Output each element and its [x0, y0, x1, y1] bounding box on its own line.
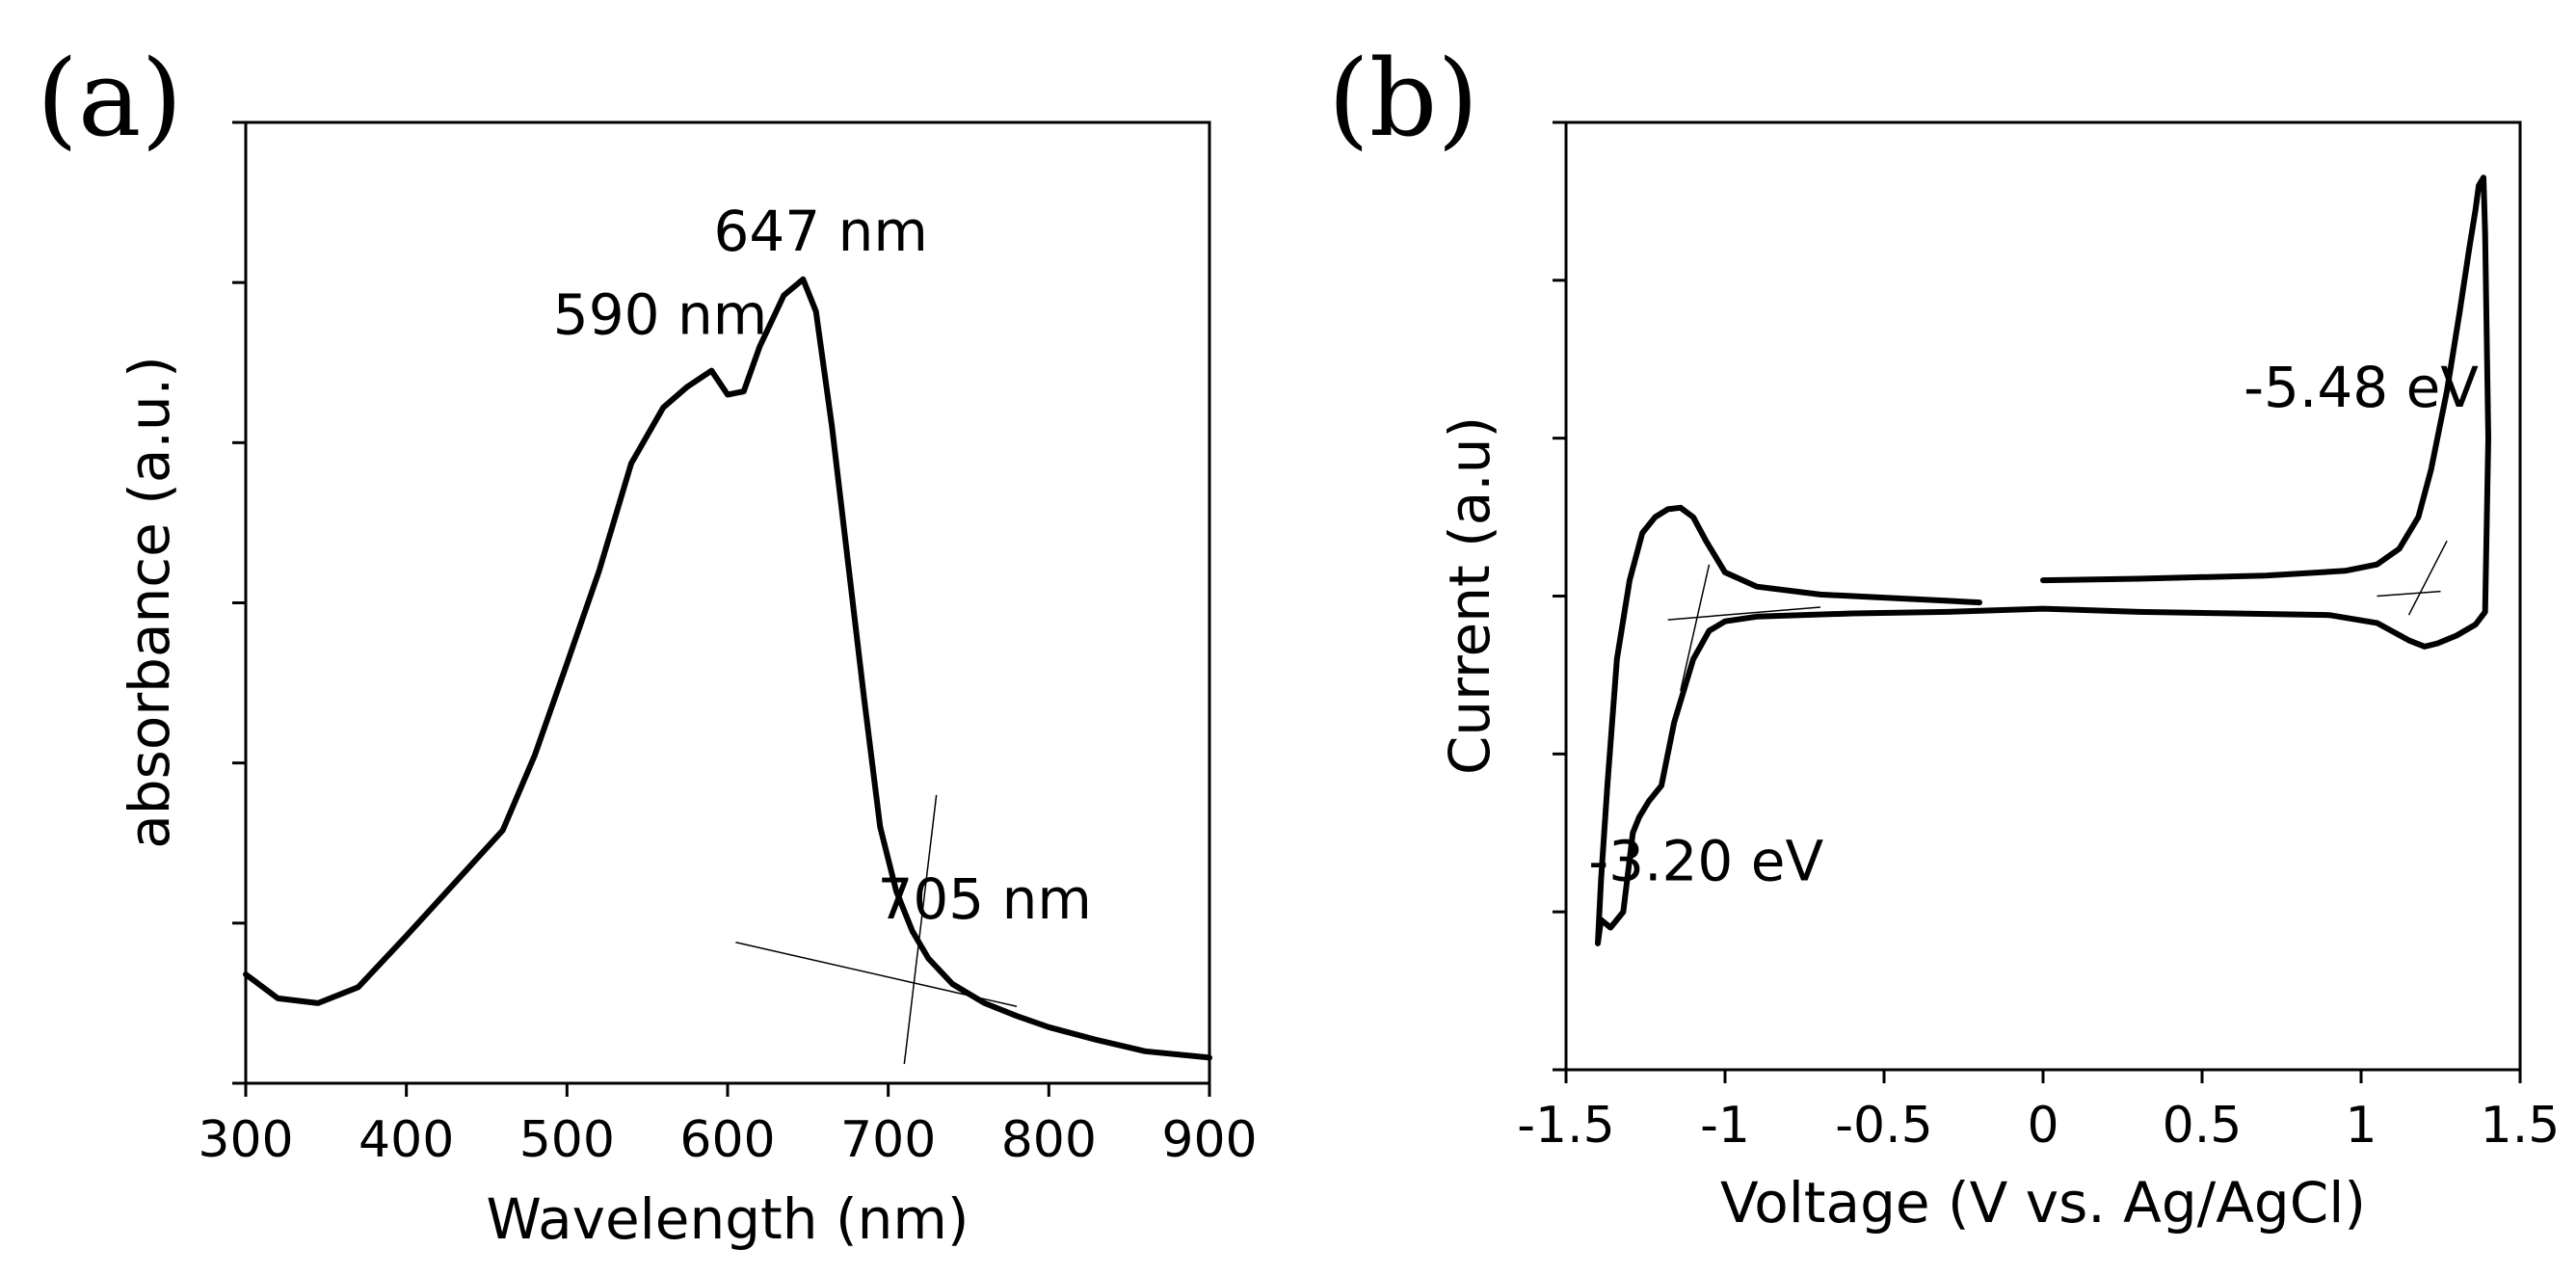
x-tick-label: 400	[359, 1111, 454, 1169]
tangent-guide-line	[2377, 590, 2441, 598]
x-tick-label: 500	[519, 1111, 615, 1169]
panel-a-label: (a)	[37, 37, 182, 160]
annotation-label: -3.20 eV	[1588, 828, 1823, 893]
panel-b-label: (b)	[1328, 37, 1478, 160]
x-tick-label: -1	[1700, 1097, 1750, 1155]
x-tick-label: 600	[679, 1111, 775, 1169]
panel-a-absorbance-chart: (a) 300 400 500 600 700 800 900 647 nm 590 nm 70…	[37, 37, 1258, 1252]
panel-b-tangent-guides	[1667, 540, 2448, 691]
x-tick-label: 1	[2345, 1097, 2377, 1155]
panel-b-annotations: -5.48 eV -3.20 eV	[1588, 355, 2479, 894]
panel-a-x-axis-title: Wavelength (nm)	[486, 1186, 969, 1252]
tangent-guide-line	[2407, 540, 2448, 616]
panel-a-annotations: 647 nm 590 nm 705 nm	[553, 199, 1092, 932]
x-tick-label: 700	[840, 1111, 936, 1169]
panel-a-absorbance-series	[243, 276, 1212, 1061]
panel-a-plot-frame	[244, 120, 1211, 1085]
x-tick-label: 300	[198, 1111, 293, 1169]
annotation-label: -5.48 eV	[2244, 355, 2479, 420]
annotation-label: 590 nm	[553, 281, 767, 347]
x-tick-label: 0.5	[2163, 1097, 2243, 1155]
x-tick-label: 800	[1001, 1111, 1097, 1169]
tangent-guide-line	[903, 794, 938, 1065]
tangent-guide-line	[1680, 564, 1711, 691]
panel-b-ticks: -1.5 -1 -0.5 0 0.5 1 1.5	[1517, 120, 2561, 1155]
x-tick-label: -1.5	[1517, 1097, 1614, 1155]
panel-b-x-axis-title: Voltage (V vs. Ag/AgCl)	[1720, 1170, 2366, 1236]
x-tick-label: 900	[1161, 1111, 1257, 1169]
tangent-guide-line	[1667, 606, 1821, 621]
panel-a-y-axis-title: absorbance (a.u.)	[117, 356, 182, 848]
x-tick-label: 1.5	[2481, 1097, 2561, 1155]
annotation-label: 647 nm	[713, 199, 927, 264]
panel-b-y-axis-title: Current (a.u)	[1437, 416, 1502, 775]
x-tick-label: 0	[2027, 1097, 2058, 1155]
x-tick-label: -0.5	[1835, 1097, 1932, 1155]
panel-a-ticks: 300 400 500 600 700 800 900	[198, 120, 1258, 1169]
panel-b-voltammogram-chart: (b) -1.5 -1 -0.5 0 0.5 1 1.5 -5.48 eV-3.20 eV …	[1328, 37, 2560, 1236]
panel-b-cv-series	[1595, 174, 2491, 946]
annotation-label: 705 nm	[877, 866, 1091, 932]
